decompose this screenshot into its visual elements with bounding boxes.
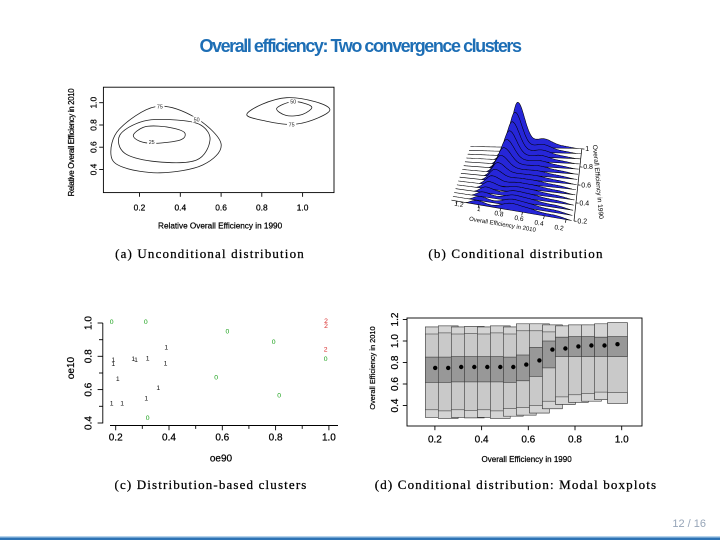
svg-text:0.8: 0.8 xyxy=(390,355,401,369)
svg-text:1.0: 1.0 xyxy=(297,203,309,213)
svg-text:1: 1 xyxy=(111,361,115,368)
svg-text:1: 1 xyxy=(116,376,120,383)
svg-text:2: 2 xyxy=(324,318,328,325)
svg-text:0.6: 0.6 xyxy=(215,203,227,213)
svg-text:50: 50 xyxy=(194,117,200,123)
svg-text:1.0: 1.0 xyxy=(84,316,95,330)
svg-text:0.8: 0.8 xyxy=(568,435,582,446)
svg-text:0.8: 0.8 xyxy=(89,119,99,131)
svg-text:Overall Efficiency in 2010: Overall Efficiency in 2010 xyxy=(469,217,537,234)
svg-text:0.6: 0.6 xyxy=(84,382,95,396)
svg-text:75: 75 xyxy=(157,105,163,111)
svg-text:0.8: 0.8 xyxy=(256,203,268,213)
svg-text:0: 0 xyxy=(277,392,281,399)
svg-text:0.4: 0.4 xyxy=(162,432,176,443)
svg-text:oe10: oe10 xyxy=(66,356,77,379)
svg-text:1: 1 xyxy=(110,401,114,408)
svg-text:0.6: 0.6 xyxy=(89,141,99,153)
svg-text:0.6: 0.6 xyxy=(521,435,535,446)
svg-text:0.6: 0.6 xyxy=(390,377,401,391)
svg-text:1: 1 xyxy=(131,356,135,363)
svg-text:0.4: 0.4 xyxy=(475,435,489,446)
svg-text:1.2: 1.2 xyxy=(454,201,465,209)
svg-text:0.4: 0.4 xyxy=(390,398,401,412)
svg-text:1.2: 1.2 xyxy=(390,312,401,326)
svg-text:0.2: 0.2 xyxy=(577,218,587,225)
svg-text:0.6: 0.6 xyxy=(215,432,229,443)
svg-text:0.4: 0.4 xyxy=(174,203,186,213)
svg-text:0: 0 xyxy=(110,319,114,326)
svg-text:Overall Efficiency in 2010: Overall Efficiency in 2010 xyxy=(368,326,377,409)
svg-text:0.4: 0.4 xyxy=(89,163,99,175)
svg-text:1.0: 1.0 xyxy=(615,435,629,446)
svg-text:0.6: 0.6 xyxy=(514,215,525,223)
svg-text:0.8: 0.8 xyxy=(583,164,593,171)
svg-text:1: 1 xyxy=(164,361,168,368)
svg-text:0.8: 0.8 xyxy=(269,432,283,443)
svg-text:1: 1 xyxy=(164,345,168,352)
svg-text:1: 1 xyxy=(134,357,138,364)
svg-text:0.2: 0.2 xyxy=(109,432,123,443)
svg-text:0: 0 xyxy=(324,356,328,363)
svg-text:1: 1 xyxy=(585,146,589,153)
svg-text:0.8: 0.8 xyxy=(84,349,95,363)
svg-text:75: 75 xyxy=(289,122,295,128)
svg-text:0: 0 xyxy=(146,415,150,422)
svg-text:0.8: 0.8 xyxy=(494,210,505,218)
svg-text:Relative Overall Efficiency in: Relative Overall Efficiency in 1990 xyxy=(158,221,283,230)
svg-text:0.6: 0.6 xyxy=(581,182,591,189)
svg-text:Relative Overall Efficiency in: Relative Overall Efficiency in 2010 xyxy=(67,88,76,197)
svg-text:1: 1 xyxy=(111,357,115,364)
svg-text:25: 25 xyxy=(149,140,155,146)
svg-text:2: 2 xyxy=(324,347,328,354)
svg-text:oe90: oe90 xyxy=(210,454,233,465)
svg-text:0.4: 0.4 xyxy=(84,416,95,430)
svg-text:0: 0 xyxy=(144,319,148,326)
svg-text:1.0: 1.0 xyxy=(89,97,99,109)
svg-text:0.4: 0.4 xyxy=(534,220,545,228)
svg-text:1: 1 xyxy=(146,356,150,363)
svg-text:1: 1 xyxy=(476,206,481,214)
svg-text:0.2: 0.2 xyxy=(428,435,442,446)
svg-text:0.4: 0.4 xyxy=(579,200,589,207)
svg-text:Overall Efficiency in 1990: Overall Efficiency in 1990 xyxy=(482,455,573,464)
svg-text:2: 2 xyxy=(324,323,328,330)
svg-text:50: 50 xyxy=(290,100,296,106)
svg-text:0.2: 0.2 xyxy=(134,203,146,213)
svg-text:0: 0 xyxy=(226,328,230,335)
svg-text:1: 1 xyxy=(156,385,160,392)
svg-text:0: 0 xyxy=(272,339,276,346)
svg-text:0.2: 0.2 xyxy=(554,224,565,232)
svg-text:0: 0 xyxy=(214,374,218,381)
svg-text:1.0: 1.0 xyxy=(322,432,336,443)
svg-text:1: 1 xyxy=(144,396,148,403)
svg-text:1: 1 xyxy=(120,401,124,408)
svg-text:1.0: 1.0 xyxy=(390,334,401,348)
svg-text:Overall Efficiency in 1990: Overall Efficiency in 1990 xyxy=(591,145,604,220)
